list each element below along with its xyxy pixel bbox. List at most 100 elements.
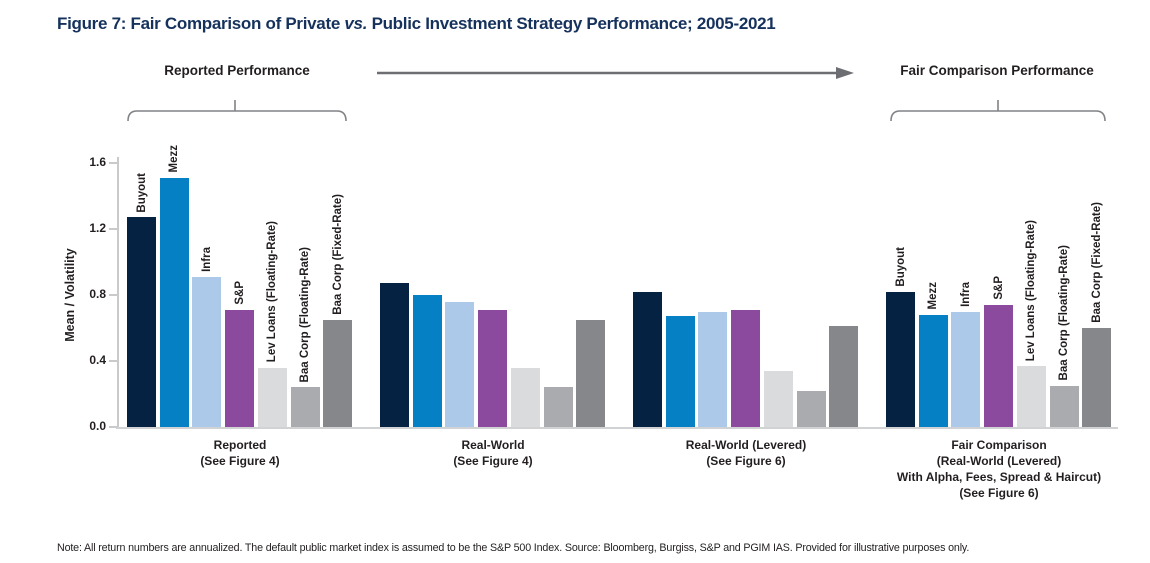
bar-infra bbox=[951, 311, 981, 427]
bar-slot-infra: Infra bbox=[192, 163, 222, 427]
bar-buyout bbox=[633, 291, 662, 427]
bar-label-baa-corp-floating-rate: Baa Corp (Floating-Rate) bbox=[299, 246, 311, 383]
bar-slot-mezz bbox=[412, 163, 442, 427]
bar-lev-loans-floating-rate bbox=[257, 367, 287, 427]
bar-slot-lev-loans-floating-rate: Lev Loans (Floating-Rate) bbox=[1016, 163, 1046, 427]
plot-area: 0.0 0.4 0.8 1.2 1.6 Buyout Mezz Infra S&P Lev Loa… bbox=[89, 145, 1118, 500]
reported-performance-bracket bbox=[127, 100, 347, 122]
y-tick-label: 0.4 bbox=[89, 353, 106, 367]
x-axis-group-label-2: Real-World (See Figure 4) bbox=[453, 438, 533, 468]
y-tick-label: 0.0 bbox=[89, 419, 106, 433]
y-tick-label: 1.2 bbox=[89, 221, 106, 235]
bar-slot-baa-corp-floating-rate: Baa Corp (Floating-Rate) bbox=[290, 163, 320, 427]
y-tick-mark bbox=[109, 294, 117, 296]
x-axis-group-label-3: Real-World (Levered) (See Figure 6) bbox=[685, 438, 807, 468]
bar-slot-infra: Infra bbox=[951, 163, 981, 427]
bar-slot-buyout: Buyout bbox=[886, 163, 915, 427]
bar-lev-loans-floating-rate bbox=[510, 367, 540, 427]
bar-label-baa-corp-floating-rate: Baa Corp (Floating-Rate) bbox=[1058, 245, 1070, 381]
y-tick-mark bbox=[109, 162, 117, 164]
bar-slot-buyout: Buyout bbox=[127, 163, 156, 427]
bar-mezz bbox=[412, 295, 442, 427]
bar-label-lev-loans-floating-rate: Lev Loans (Floating-Rate) bbox=[266, 221, 279, 363]
bar-label-baa-corp-fixed-rate: Baa Corp (Fixed-Rate) bbox=[331, 193, 344, 315]
bar-baa-corp-floating-rate bbox=[1049, 385, 1079, 427]
bar-slot-infra bbox=[698, 163, 728, 427]
bar-slot-baa-corp-fixed-rate: Baa Corp (Fixed-Rate) bbox=[1082, 163, 1112, 427]
y-axis-line bbox=[117, 157, 119, 429]
y-tick-label: 1.6 bbox=[89, 155, 106, 169]
bar-baa-corp-fixed-rate bbox=[829, 326, 859, 427]
bar-label-infra: Infra bbox=[959, 281, 972, 307]
bar-label-mezz: Mezz bbox=[927, 282, 940, 310]
bar-slot-baa-corp-floating-rate bbox=[796, 163, 826, 427]
bar-baa-corp-floating-rate bbox=[290, 387, 320, 427]
bar-slot-infra bbox=[445, 163, 475, 427]
bar-mezz bbox=[918, 314, 948, 427]
bar-label-baa-corp-fixed-rate: Baa Corp (Fixed-Rate) bbox=[1090, 202, 1103, 323]
bar-baa-corp-fixed-rate bbox=[323, 319, 353, 427]
bar-baa-corp-fixed-rate bbox=[1082, 328, 1112, 427]
bar-s-p bbox=[478, 309, 508, 427]
right-arrow-icon bbox=[377, 67, 854, 79]
bar-slot-buyout bbox=[380, 163, 409, 427]
y-tick-mark bbox=[109, 228, 117, 230]
bar-buyout bbox=[886, 291, 915, 427]
fair-comparison-performance-label: Fair Comparison Performance bbox=[900, 63, 1094, 78]
bar-group-3 bbox=[633, 163, 859, 427]
bar-label-infra: Infra bbox=[200, 246, 213, 272]
bar-slot-s-p: S&P bbox=[984, 163, 1014, 427]
bar-slot-lev-loans-floating-rate: Lev Loans (Floating-Rate) bbox=[257, 163, 287, 427]
bar-slot-mezz bbox=[665, 163, 695, 427]
bar-lev-loans-floating-rate bbox=[763, 370, 793, 427]
bar-lev-loans-floating-rate bbox=[1016, 365, 1046, 427]
x-axis-group-label-1: Reported (See Figure 4) bbox=[200, 438, 280, 468]
bar-slot-lev-loans-floating-rate bbox=[763, 163, 793, 427]
bar-slot-baa-corp-fixed-rate bbox=[829, 163, 859, 427]
y-tick-mark bbox=[109, 360, 117, 362]
figure-title: Figure 7: Fair Comparison of Private vs.… bbox=[57, 14, 776, 34]
x-axis-baseline bbox=[116, 427, 1118, 429]
bar-baa-corp-floating-rate bbox=[543, 387, 573, 427]
bar-label-lev-loans-floating-rate: Lev Loans (Floating-Rate) bbox=[1025, 219, 1038, 361]
bar-s-p bbox=[225, 309, 255, 427]
bar-infra bbox=[192, 276, 222, 427]
bar-buyout bbox=[380, 283, 409, 427]
bar-mezz bbox=[159, 177, 189, 427]
bar-slot-mezz: Mezz bbox=[918, 163, 948, 427]
y-tick-label: 0.8 bbox=[89, 287, 106, 301]
bar-infra bbox=[445, 301, 475, 427]
bar-slot-s-p: S&P bbox=[225, 163, 255, 427]
reported-performance-label: Reported Performance bbox=[164, 63, 310, 78]
bar-group-4: Buyout Mezz Infra S&P Lev Loans (Floating-Ra… bbox=[886, 163, 1112, 427]
bar-label-s-p: S&P bbox=[233, 281, 246, 305]
bar-label-buyout: Buyout bbox=[894, 247, 907, 287]
bar-baa-corp-fixed-rate bbox=[576, 319, 606, 427]
bar-label-mezz: Mezz bbox=[168, 145, 181, 173]
y-tick-mark bbox=[109, 426, 117, 428]
bar-slot-s-p bbox=[478, 163, 508, 427]
bar-slot-buyout bbox=[633, 163, 662, 427]
bar-label-buyout: Buyout bbox=[135, 172, 148, 213]
bar-group-1: Buyout Mezz Infra S&P Lev Loans (Floating-Ra… bbox=[127, 145, 353, 427]
bar-slot-baa-corp-floating-rate bbox=[543, 163, 573, 427]
figure-title-pre: Figure 7: Fair Comparison of Private bbox=[57, 14, 345, 33]
bar-infra bbox=[698, 311, 728, 427]
bar-s-p bbox=[984, 304, 1014, 427]
bar-slot-baa-corp-floating-rate: Baa Corp (Floating-Rate) bbox=[1049, 163, 1079, 427]
fair-comparison-performance-bracket bbox=[890, 100, 1106, 122]
bar-slot-mezz: Mezz bbox=[159, 145, 189, 427]
bar-label-s-p: S&P bbox=[992, 276, 1005, 300]
bar-slot-baa-corp-fixed-rate: Baa Corp (Fixed-Rate) bbox=[323, 163, 353, 427]
bar-slot-baa-corp-fixed-rate bbox=[576, 163, 606, 427]
bar-s-p bbox=[731, 309, 761, 427]
footnote: Note: All return numbers are annualized.… bbox=[57, 542, 970, 554]
figure-title-post: Public Investment Strategy Performance; … bbox=[367, 14, 776, 33]
bar-mezz bbox=[665, 316, 695, 427]
bar-slot-s-p bbox=[731, 163, 761, 427]
bar-slot-lev-loans-floating-rate bbox=[510, 163, 540, 427]
figure-title-vs: vs. bbox=[344, 14, 368, 33]
x-axis-group-label-4: Fair Comparison (Real-World (Levered) Wi… bbox=[896, 438, 1102, 500]
bar-group-2 bbox=[380, 163, 606, 427]
